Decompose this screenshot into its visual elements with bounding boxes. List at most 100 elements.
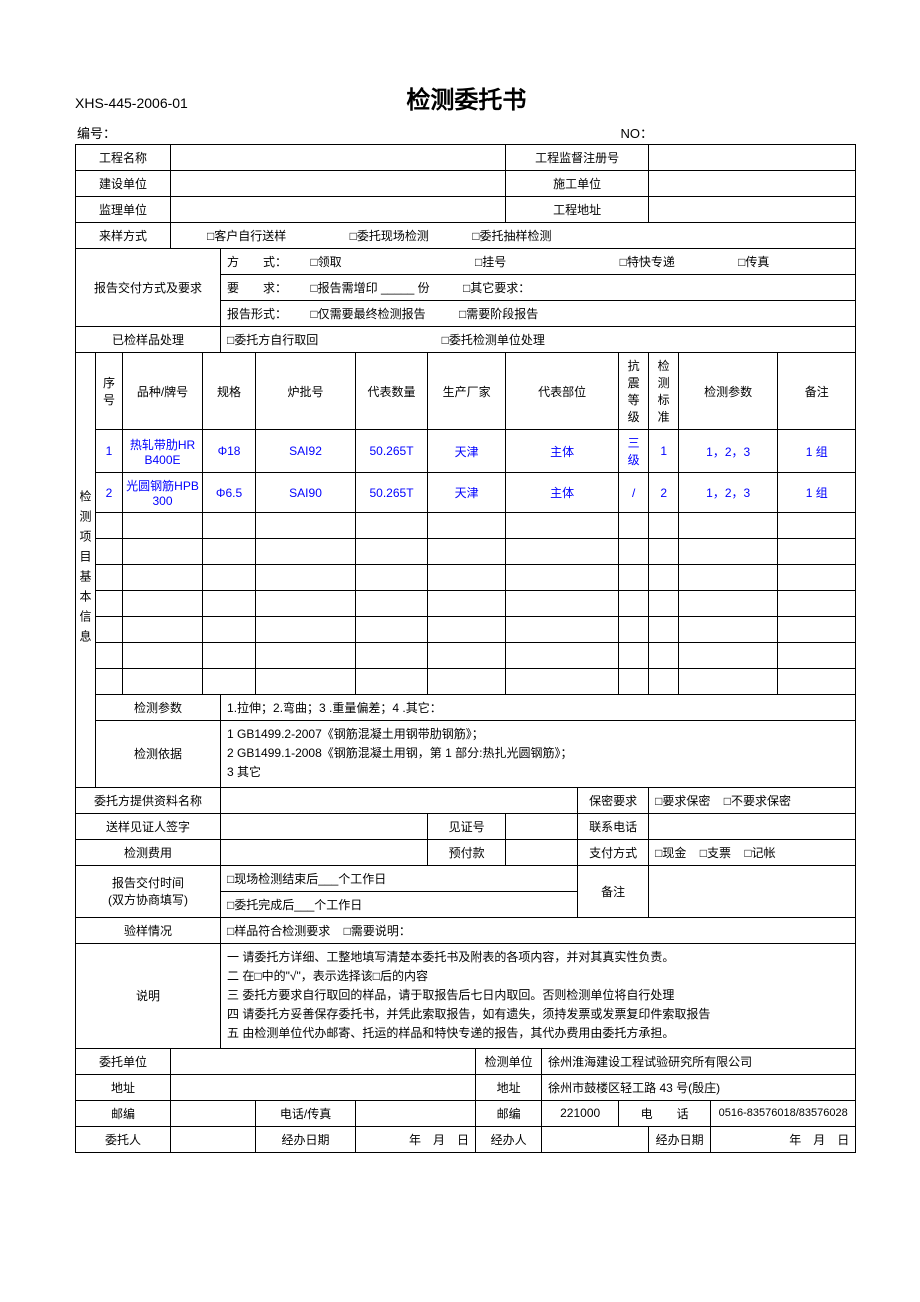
label-prepayment: 预付款 — [428, 839, 506, 865]
row-report-form[interactable]: 报告形式： □仅需要最终检测报告 □需要阶段报告 — [221, 301, 856, 327]
value-builder-unit[interactable] — [649, 171, 856, 197]
row-commission-days[interactable]: □委托完成后___个工作日 — [221, 891, 578, 917]
cb-express[interactable]: □特快专递 — [620, 255, 675, 269]
cb-copies[interactable]: □报告需增印 _____ 份 — [310, 281, 429, 295]
value-testing-postcode: 221000 — [542, 1100, 619, 1126]
label-witness-no: 见证号 — [428, 813, 506, 839]
value-prepayment[interactable] — [506, 839, 578, 865]
cell-quantity: 50.265T — [356, 430, 428, 473]
value-witness-sign[interactable] — [221, 813, 428, 839]
page-title: 检测委托书 — [88, 80, 845, 115]
table-row — [76, 539, 856, 565]
note-4: 四 请委托方妥善保存委托书，并凭此索取报告，如有遗失，须持发票或发票复印件索取报… — [227, 1005, 849, 1024]
label-sample-method: 来样方式 — [76, 223, 171, 249]
cell-remarks: 1 组 — [778, 473, 856, 513]
cb-unit-disposal[interactable]: □委托检测单位处理 — [442, 333, 545, 347]
value-client-person[interactable] — [171, 1126, 256, 1152]
value-confidentiality[interactable]: □要求保密 □不要求保密 — [649, 787, 856, 813]
value-project-name[interactable] — [171, 145, 506, 171]
table-row — [76, 617, 856, 643]
cb-cash[interactable]: □现金 — [655, 846, 686, 860]
value-client-unit[interactable] — [171, 1048, 476, 1074]
th-batch: 炉批号 — [256, 353, 356, 430]
value-tel: 0516-83576018/83576028 — [711, 1100, 856, 1126]
value-supervision-unit[interactable] — [171, 197, 506, 223]
basis-line-1: 1 GB1499.2-2007《钢筋混凝土用钢带肋钢筋》； — [227, 725, 849, 744]
cb-fax[interactable]: □传真 — [738, 255, 769, 269]
cb-sample-conform[interactable]: □样品符合检测要求 — [227, 924, 330, 938]
value-client-postcode[interactable] — [171, 1100, 256, 1126]
label-payment-method: 支付方式 — [578, 839, 649, 865]
row-onsite-days[interactable]: □现场检测结束后___个工作日 — [221, 865, 578, 891]
th-remarks: 备注 — [778, 353, 856, 430]
cb-check[interactable]: □支票 — [700, 846, 731, 860]
cb-self-send[interactable]: □客户自行送样 — [207, 229, 286, 243]
value-payment-method[interactable]: □现金 □支票 □记帐 — [649, 839, 856, 865]
cb-phase[interactable]: □需要阶段报告 — [459, 307, 538, 321]
number-label: 编号： — [77, 123, 116, 142]
value-client-address[interactable] — [171, 1074, 476, 1100]
note-2: 二 在□中的"√"，表示选择该□后的内容 — [227, 967, 849, 986]
cell-variety: 光圆钢筋HPB300 — [123, 473, 203, 513]
note-3: 三 委托方要求自行取回的样品，请于取报告后七日内取回。否则检测单位将自行处理 — [227, 986, 849, 1005]
cell-remarks: 1 组 — [778, 430, 856, 473]
value-testing-basis: 1 GB1499.2-2007《钢筋混凝土用钢带肋钢筋》； 2 GB1499.1… — [221, 721, 856, 788]
cb-onsite[interactable]: □委托现场检测 — [350, 229, 429, 243]
cb-client-retrieve[interactable]: □委托方自行取回 — [227, 333, 318, 347]
cell-variety: 热轧带肋HRB400E — [123, 430, 203, 473]
value-supervision-reg[interactable] — [649, 145, 856, 171]
value-testing-unit: 徐州淮海建设工程试验研究所有限公司 — [542, 1048, 856, 1074]
label-basic-info: 检测项目基本信息 — [76, 353, 96, 788]
no-label: NO： — [620, 123, 653, 142]
value-construction-unit[interactable] — [171, 171, 506, 197]
label-delivery-time: 报告交付时间 (双方协商填写) — [76, 865, 221, 917]
value-remarks2[interactable] — [649, 865, 856, 917]
cell-batch: SAI92 — [256, 430, 356, 473]
value-witness-no[interactable] — [506, 813, 578, 839]
cell-seq: 1 — [96, 430, 123, 473]
label-notes: 说明 — [76, 943, 221, 1048]
cb-not-confidential[interactable]: □不要求保密 — [724, 794, 791, 808]
value-testing-address: 徐州市鼓楼区轻工路 43 号(殷庄) — [542, 1074, 856, 1100]
value-handler[interactable] — [542, 1126, 649, 1152]
cb-final[interactable]: □仅需要最终检测报告 — [310, 307, 425, 321]
cb-registered[interactable]: □挂号 — [475, 255, 506, 269]
value-sample-disposal[interactable]: □委托方自行取回 □委托检测单位处理 — [221, 327, 856, 353]
value-client-handle-date[interactable]: 年 月 日 — [356, 1126, 476, 1152]
row-requirement[interactable]: 要 求： □报告需增印 _____ 份 □其它要求： — [221, 275, 856, 301]
table-row — [76, 591, 856, 617]
basis-line-2: 2 GB1499.1-2008《钢筋混凝土用钢，第 1 部分:热扎光圆钢筋》； — [227, 744, 849, 763]
value-sample-check[interactable]: □样品符合检测要求 □需要说明： — [221, 917, 856, 943]
th-seismic: 抗震等级 — [619, 353, 649, 430]
main-table: 工程名称 工程监督注册号 建设单位 施工单位 监理单位 工程地址 来样方式 □客… — [75, 144, 856, 1153]
label-supervision-unit: 监理单位 — [76, 197, 171, 223]
cell-part: 主体 — [506, 430, 619, 473]
cell-params: 1，2，3 — [679, 430, 778, 473]
label-client-person: 委托人 — [76, 1126, 171, 1152]
label-construction-unit: 建设单位 — [76, 171, 171, 197]
cb-account[interactable]: □记帐 — [744, 846, 775, 860]
value-handle-date[interactable]: 年 月 日 — [711, 1126, 856, 1152]
label-report-delivery: 报告交付方式及要求 — [76, 249, 221, 327]
value-notes: 一 请委托方详细、工整地填写清楚本委托书及附表的各项内容，并对其真实性负责。 二… — [221, 943, 856, 1048]
cell-spec: Φ6.5 — [203, 473, 256, 513]
value-contact-phone[interactable] — [649, 813, 856, 839]
cell-standard: 1 — [649, 430, 679, 473]
value-testing-fee[interactable] — [221, 839, 428, 865]
value-tel-fax[interactable] — [356, 1100, 476, 1126]
value-client-materials[interactable] — [221, 787, 578, 813]
cell-manufacturer: 天津 — [428, 473, 506, 513]
cb-sample-explain[interactable]: □需要说明： — [344, 924, 411, 938]
cb-pickup[interactable]: □领取 — [310, 255, 341, 269]
cb-sampling[interactable]: □委托抽样检测 — [472, 229, 551, 243]
delivery-time-line2: (双方协商填写) — [79, 891, 217, 908]
value-sample-method[interactable]: □客户自行送样 □委托现场检测 □委托抽样检测 — [171, 223, 856, 249]
cell-standard: 2 — [649, 473, 679, 513]
cb-confidential[interactable]: □要求保密 — [655, 794, 710, 808]
cell-seismic: / — [619, 473, 649, 513]
label-mode: 方 式： — [227, 255, 287, 269]
value-project-address[interactable] — [649, 197, 856, 223]
row-mode[interactable]: 方 式： □领取 □挂号 □特快专递 □传真 — [221, 249, 856, 275]
basis-line-3: 3 其它 — [227, 763, 849, 782]
cb-other[interactable]: □其它要求： — [463, 281, 530, 295]
